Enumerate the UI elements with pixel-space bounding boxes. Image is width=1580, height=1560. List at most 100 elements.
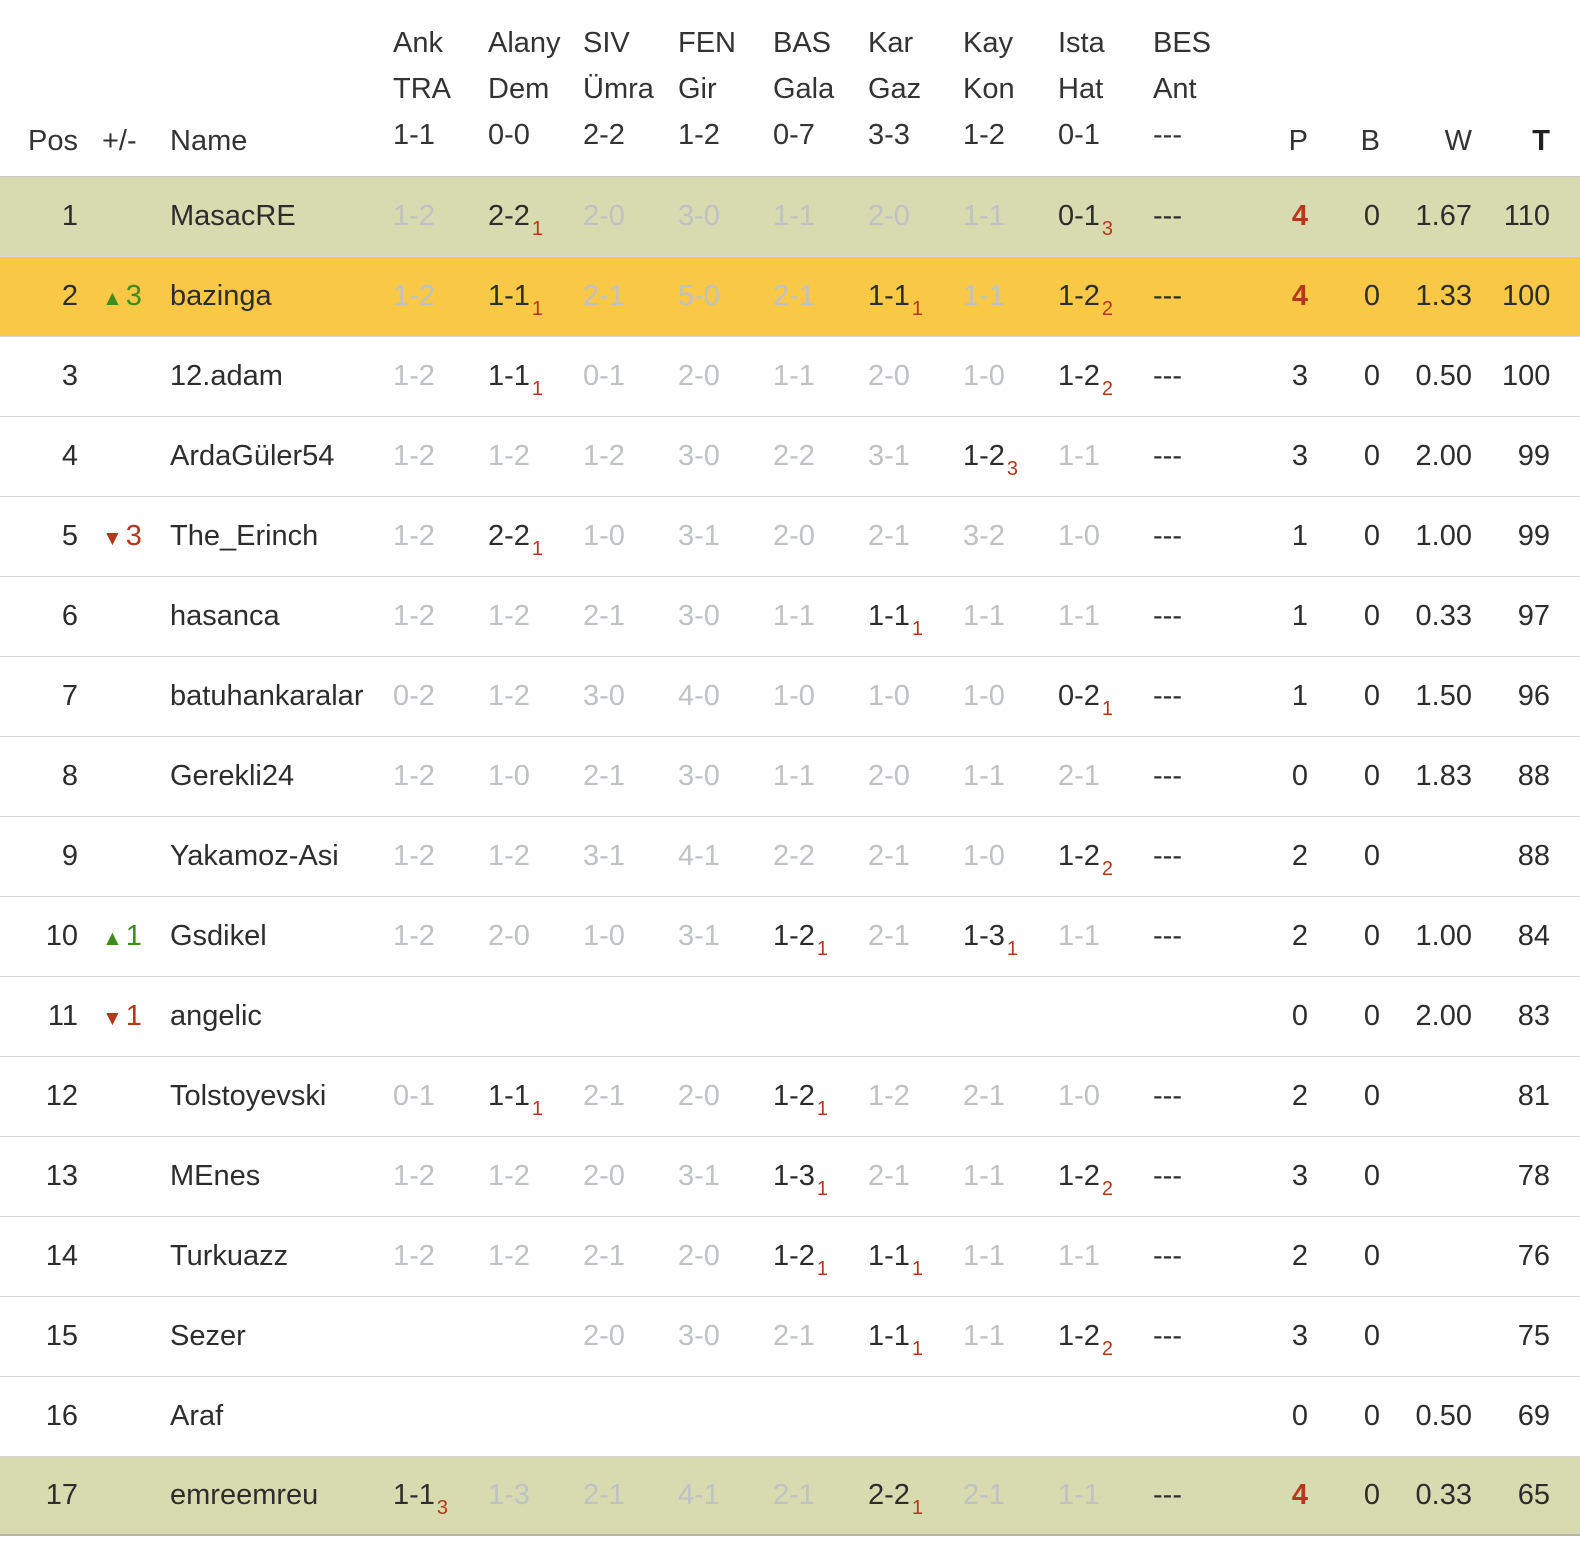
total-cell: 88 — [1517, 760, 1550, 792]
col-b-header: B — [1360, 125, 1380, 157]
prediction-cell: 1-0 — [963, 360, 1058, 393]
prediction-score: 1-0 — [773, 680, 815, 712]
prediction-score: 1-1 — [963, 1320, 1005, 1352]
player-name: MasacRE — [170, 200, 296, 232]
prediction-score: --- — [1153, 840, 1182, 872]
prediction-score: 3-0 — [678, 440, 720, 472]
player-name: ArdaGüler54 — [170, 440, 335, 472]
prediction-score: 2-1 — [1058, 760, 1100, 792]
prediction-cell: 1-2 1 — [773, 920, 868, 960]
prediction-cell: 1-1 — [963, 1320, 1058, 1353]
points-cell: 1 — [1291, 600, 1308, 632]
prediction-cell: 1-0 — [1058, 1080, 1153, 1113]
prediction-score: 4-1 — [678, 840, 720, 872]
away-team-label: TRA — [393, 73, 451, 105]
bonus-cell: 0 — [1363, 840, 1380, 872]
prediction-cell: 3-0 — [678, 760, 773, 793]
prediction-cell: --- — [1153, 520, 1248, 553]
col-p-header: P — [1288, 125, 1308, 157]
prediction-score: 2-1 — [773, 1320, 815, 1352]
prediction-cell: 3-2 — [963, 520, 1058, 553]
prediction-score: 1-1 — [1058, 920, 1100, 952]
player-name: Tolstoyevski — [170, 1080, 327, 1112]
prediction-score: --- — [1153, 600, 1182, 632]
match-header: BES Ant --- — [1153, 20, 1248, 176]
prediction-score: --- — [1153, 520, 1182, 552]
bonus-cell: 0 — [1363, 1320, 1380, 1352]
prediction-score: 1-2 — [393, 840, 435, 872]
prediction-points-sub: 1 — [911, 1338, 924, 1360]
prediction-cell: 1-1 — [1058, 920, 1153, 953]
prediction-score: 1-1 — [773, 200, 815, 232]
prediction-score: --- — [1153, 360, 1182, 392]
prediction-cell: 2-1 — [583, 280, 678, 313]
player-name: Yakamoz-Asi — [170, 840, 339, 872]
prediction-cell: 1-1 1 — [868, 1320, 963, 1360]
points-cell: 4 — [1291, 1479, 1308, 1511]
prediction-points-sub: 1 — [531, 1098, 544, 1120]
points-cell: 2 — [1291, 1080, 1308, 1112]
prediction-cell: 3-1 — [678, 920, 773, 953]
bonus-cell: 0 — [1363, 440, 1380, 472]
prediction-cell: --- — [1153, 680, 1248, 713]
points-cell: 1 — [1291, 680, 1308, 712]
prediction-score: 2-0 — [868, 360, 910, 392]
up-arrow-icon: ▲ — [102, 927, 123, 950]
points-cell: 0 — [1291, 1000, 1308, 1032]
w-cell: 0.50 — [1415, 1400, 1472, 1432]
prediction-cell: --- — [1153, 1240, 1248, 1273]
prediction-cell: --- — [1153, 920, 1248, 953]
prediction-cell: 2-0 — [678, 1240, 773, 1273]
prediction-points-sub: 1 — [816, 1178, 829, 1200]
prediction-score: 1-0 — [963, 840, 1005, 872]
prediction-cell: 3-0 — [678, 600, 773, 633]
points-cell: 2 — [1291, 840, 1308, 872]
prediction-score: 4-0 — [678, 680, 720, 712]
prediction-score: --- — [1153, 920, 1182, 952]
match-score: 1-2 — [963, 119, 1005, 151]
prediction-cell: 1-1 — [963, 600, 1058, 633]
prediction-cell: 1-1 — [963, 1240, 1058, 1273]
bonus-cell: 0 — [1363, 600, 1380, 632]
prediction-score: 1-2 — [488, 1160, 530, 1192]
prediction-score: 2-1 — [583, 600, 625, 632]
prediction-points-sub: 1 — [531, 298, 544, 320]
away-team-label: Kon — [963, 73, 1015, 105]
prediction-score: 2-0 — [488, 920, 530, 952]
total-cell: 99 — [1517, 440, 1550, 472]
prediction-cell: 1-1 1 — [868, 600, 963, 640]
prediction-score: 1-0 — [1058, 1080, 1100, 1112]
player-name: 12.adam — [170, 360, 283, 392]
prediction-score: 3-0 — [583, 680, 625, 712]
match-score: 2-2 — [583, 119, 625, 151]
pos-cell: 2 — [61, 280, 78, 312]
pos-cell: 4 — [61, 440, 78, 472]
prediction-cell: 1-2 — [393, 760, 488, 793]
prediction-score: --- — [1153, 760, 1182, 792]
prediction-cell: 2-0 — [678, 1080, 773, 1113]
prediction-cell: 1-1 1 — [488, 280, 583, 320]
match-header: Kay Kon 1-2 — [963, 20, 1058, 176]
match-header: Kar Gaz 3-3 — [868, 20, 963, 176]
player-name: Araf — [170, 1400, 224, 1432]
prediction-points-sub: 2 — [1101, 298, 1114, 320]
prediction-score: 3-0 — [678, 600, 720, 632]
prediction-cell: 2-1 — [868, 920, 963, 953]
col-t-header: T — [1532, 125, 1550, 157]
prediction-cell: 2-0 — [773, 520, 868, 553]
prediction-cell: 1-2 1 — [773, 1080, 868, 1120]
player-name: emreemreu — [170, 1479, 319, 1511]
away-team-label: Ant — [1153, 73, 1197, 105]
prediction-score: 1-0 — [583, 920, 625, 952]
prediction-score: 1-1 — [773, 360, 815, 392]
prediction-score: 1-0 — [868, 680, 910, 712]
bonus-cell: 0 — [1363, 360, 1380, 392]
prediction-score: 0-2 — [1058, 680, 1100, 712]
points-cell: 3 — [1291, 1320, 1308, 1352]
prediction-cell: 4-1 — [678, 840, 773, 873]
points-cell: 2 — [1291, 1240, 1308, 1272]
points-cell: 3 — [1291, 360, 1308, 392]
home-team-label: Ank — [393, 27, 443, 59]
w-cell: 1.00 — [1415, 520, 1472, 552]
change-cell: ▲ 3 — [90, 280, 170, 313]
